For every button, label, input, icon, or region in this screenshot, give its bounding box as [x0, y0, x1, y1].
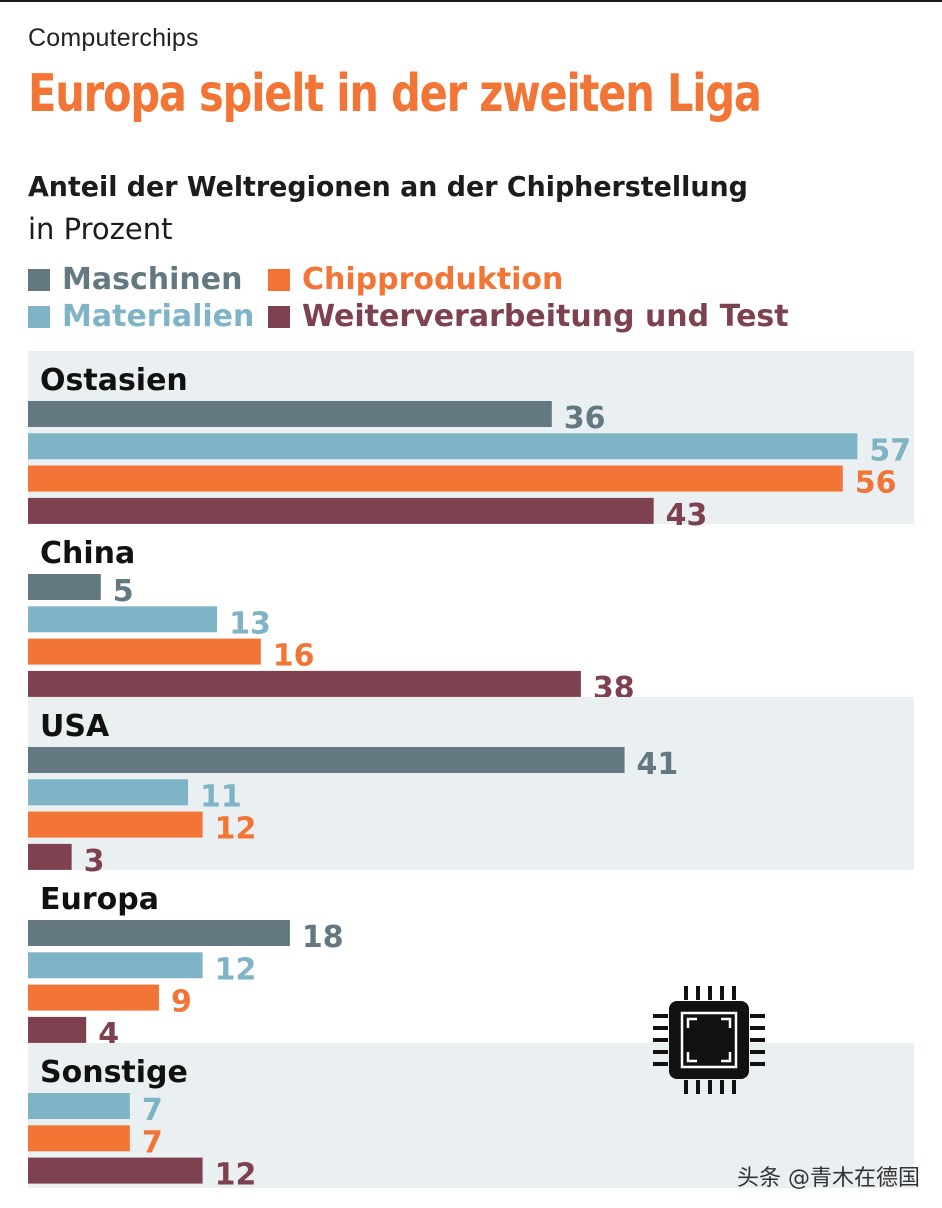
watermark: 头条 @青木在德国: [737, 1166, 920, 1191]
legend-swatch-weiterverarbeitung: [268, 305, 290, 328]
legend-label-materialien: Materialien: [62, 299, 255, 334]
bar-value-label: 13: [229, 606, 271, 641]
bar-china-maschinen: [28, 574, 101, 600]
legend-item-chipproduktion: Chipproduktion: [268, 262, 563, 297]
bar-china-materialien: [28, 606, 218, 633]
bar-europa-maschinen: [28, 920, 290, 946]
bar-value-label: 41: [637, 747, 679, 782]
bar-sonstige-chipproduktion: [28, 1125, 130, 1152]
bar-usa-maschinen: [28, 747, 625, 773]
legend-swatch-materialien: [28, 305, 50, 328]
bar-value-label: 16: [273, 639, 315, 674]
legend-swatch-chipproduktion: [268, 268, 290, 291]
bar-ostasien-materialien: [28, 433, 858, 460]
legend-item-weiterverarbeitung: Weiterverarbeitung und Test: [268, 299, 789, 334]
bar-ostasien-weiterverarbeitung: [28, 497, 654, 524]
legend-item-materialien: Materialien: [28, 299, 254, 334]
bar-usa-weiterverarbeitung: [28, 843, 72, 870]
bar-value-label: 5: [113, 574, 134, 609]
bar-europa-weiterverarbeitung: [28, 1016, 87, 1043]
bar-sonstige-weiterverarbeitung: [28, 1157, 203, 1184]
chart-unit: in Prozent: [28, 212, 173, 246]
bar-value-label: 18: [302, 920, 344, 955]
legend-label-maschinen: Maschinen: [62, 262, 243, 297]
bar-value-label: 12: [215, 1158, 257, 1193]
chip-icon: [653, 986, 765, 1094]
bar-sonstige-materialien: [28, 1093, 130, 1119]
category-label: Europa: [40, 882, 159, 917]
bar-ostasien-chipproduktion: [28, 465, 843, 492]
category-label: Sonstige: [40, 1055, 188, 1090]
bar-value-label: 7: [142, 1093, 163, 1128]
headline: Europa spielt in der zweiten Liga: [28, 64, 762, 124]
bar-ostasien-maschinen: [28, 401, 552, 427]
top-rule: [0, 0, 942, 2]
bar-europa-chipproduktion: [28, 984, 159, 1011]
legend-label-weiterverarbeitung: Weiterverarbeitung und Test: [302, 299, 789, 334]
kicker: Computerchips: [28, 24, 199, 52]
bar-value-label: 7: [142, 1125, 163, 1160]
bar-value-label: 3: [84, 844, 105, 879]
chart-title: Anteil der Weltregionen an der Chipherst…: [28, 170, 748, 203]
legend-swatch-maschinen: [28, 268, 50, 291]
bar-usa-materialien: [28, 779, 189, 806]
legend-item-maschinen: Maschinen: [28, 262, 242, 297]
bar-value-label: 11: [200, 779, 242, 814]
bar-value-label: 57: [869, 433, 911, 468]
bar-value-label: 12: [215, 952, 257, 987]
category-label: China: [40, 536, 135, 571]
bar-value-label: 12: [215, 812, 257, 847]
bar-value-label: 56: [855, 466, 897, 501]
bar-europa-materialien: [28, 952, 203, 979]
bar-value-label: 36: [564, 401, 606, 436]
category-label: USA: [40, 709, 110, 744]
category-label: Ostasien: [40, 363, 188, 398]
legend-label-chipproduktion: Chipproduktion: [302, 262, 564, 297]
bar-china-chipproduktion: [28, 638, 261, 665]
bar-value-label: 43: [666, 498, 708, 533]
bar-value-label: 9: [171, 985, 192, 1020]
bar-usa-chipproduktion: [28, 811, 203, 838]
bar-china-weiterverarbeitung: [28, 670, 581, 697]
